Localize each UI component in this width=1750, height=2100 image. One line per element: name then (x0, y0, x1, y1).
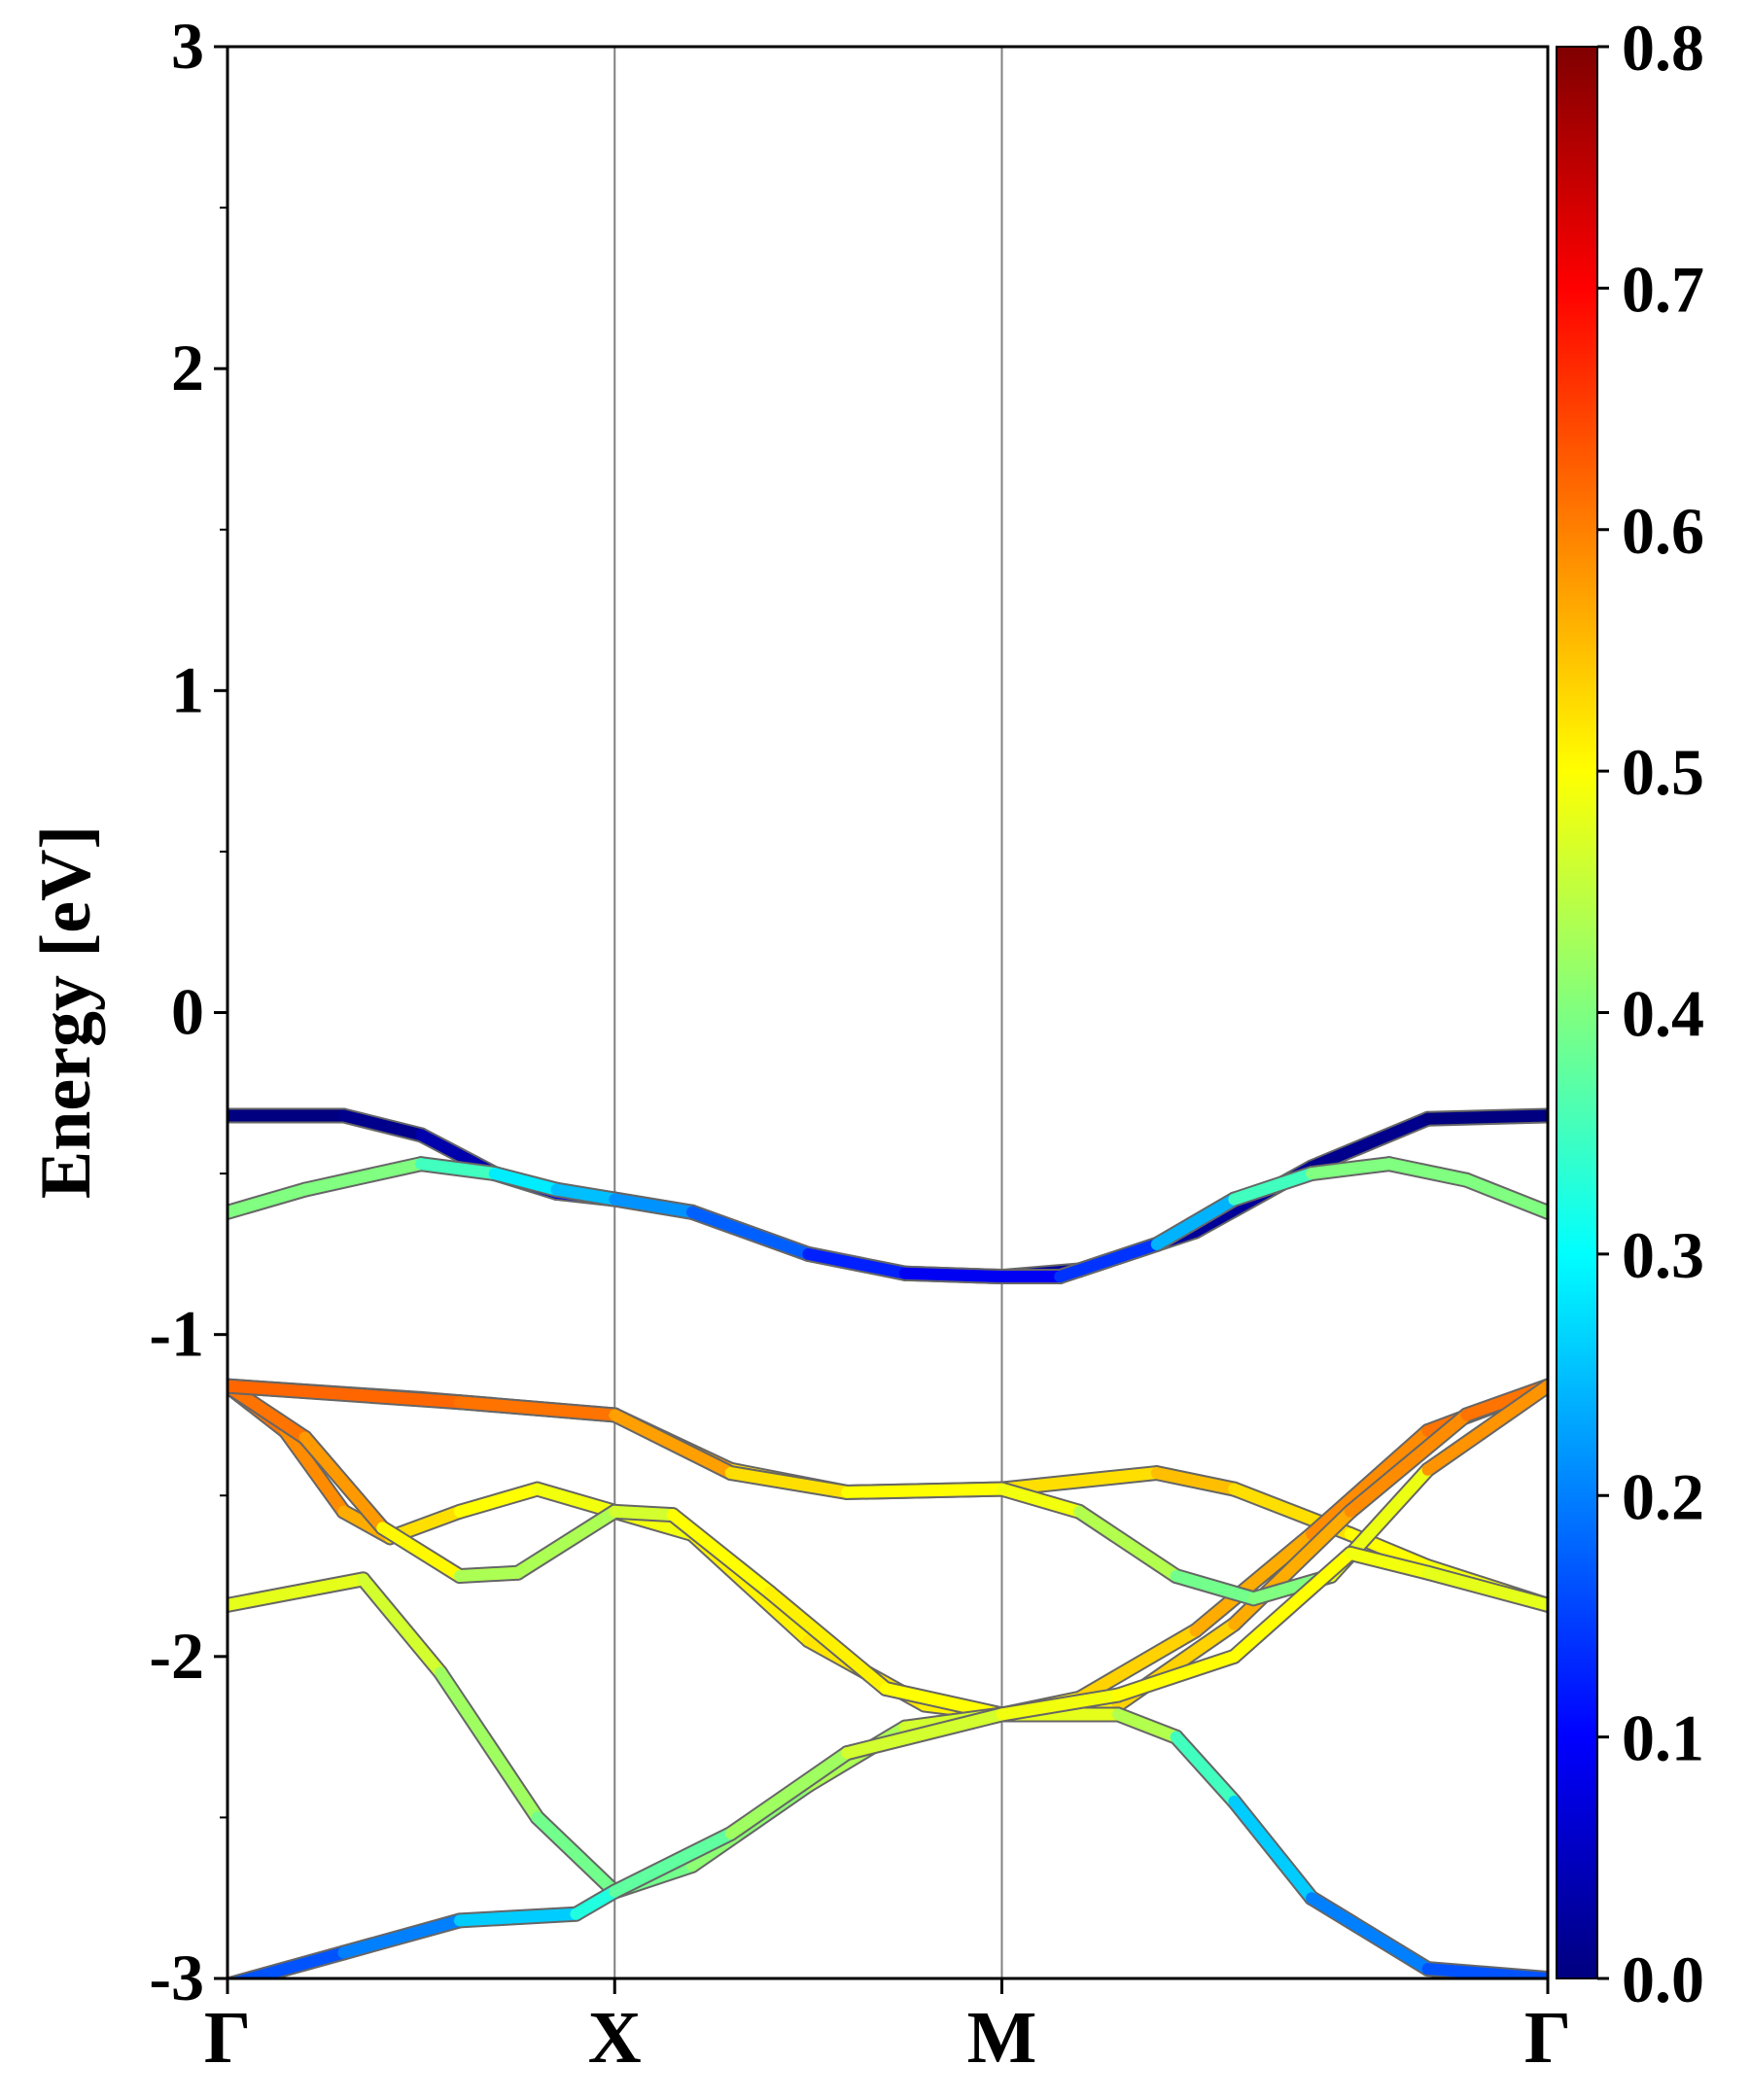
band-1 (228, 1115, 1548, 1277)
y-tick-label: -1 (149, 1297, 204, 1371)
colorbar-tick-label: 0.2 (1622, 1459, 1704, 1533)
colorbar-tick-label: 0.8 (1622, 11, 1704, 85)
band-segment (1389, 1164, 1467, 1180)
band-segment (1001, 1473, 1156, 1489)
y-tick-label: 1 (171, 652, 204, 726)
colorbar-tick-label: 0.0 (1622, 1942, 1704, 2016)
colorbar-tick-label: 0.3 (1622, 1218, 1704, 1292)
band-segment (614, 1834, 730, 1892)
band-segment (847, 1489, 1001, 1492)
band-segment (228, 1953, 343, 1985)
band-segment (1157, 1473, 1235, 1489)
band-segment (363, 1579, 440, 1672)
band-2 (228, 1164, 1548, 1277)
band-segment (343, 1920, 459, 1952)
x-tick-label: M (967, 1997, 1037, 2079)
band-segment (614, 1415, 730, 1473)
band-segment (460, 1914, 576, 1921)
band-segment (614, 1512, 673, 1515)
band-segment (538, 1817, 615, 1891)
band-segment (228, 1579, 363, 1604)
band-segment (673, 1515, 770, 1592)
band-segment (1060, 1244, 1157, 1277)
band-segment (1312, 1898, 1427, 1969)
band-segment (382, 1527, 460, 1576)
band-segment (228, 1386, 460, 1403)
band-segment (460, 1402, 614, 1415)
colorbar-tick-label: 0.4 (1622, 977, 1704, 1051)
band-segment (440, 1672, 538, 1817)
band-segment (518, 1512, 615, 1573)
band-segment (460, 1573, 518, 1576)
band-segment (305, 1164, 421, 1189)
y-tick-label: 0 (171, 975, 204, 1049)
y-tick-label: -3 (149, 1941, 204, 2014)
band-segment (1466, 1180, 1548, 1212)
x-tick-label: X (588, 1997, 642, 2079)
colorbar-tick-label: 0.6 (1622, 494, 1704, 568)
high-symmetry-lines (614, 47, 1001, 1978)
band-segment (692, 1212, 808, 1254)
band-segment (1234, 1802, 1312, 1898)
y-tick-label: 2 (171, 331, 204, 404)
band-7 (228, 1579, 1548, 1978)
band-segment (905, 1274, 1002, 1277)
y-axis-label: Energy [eV] (26, 825, 106, 1199)
band-segment (770, 1592, 886, 1689)
y-tick-label: -2 (149, 1619, 204, 1693)
x-tick-label: Γ (1524, 1997, 1571, 2079)
band-segment (1428, 1115, 1548, 1118)
y-axis-ticks: -3 -2 -1 0 1 2 3 (149, 9, 228, 2014)
colorbar-ticks: 0.0 0.1 0.2 0.3 0.4 0.5 0.6 0.7 0.8 (1597, 11, 1704, 2016)
x-tick-label: Γ (204, 1997, 251, 2079)
band-segment (614, 1200, 692, 1212)
bands-group (228, 1115, 1548, 1984)
colorbar-tick-label: 0.5 (1622, 735, 1704, 809)
y-tick-label: 3 (171, 9, 204, 83)
band-segment (1176, 1737, 1235, 1802)
colorbar (1557, 47, 1597, 1978)
band-segment (1079, 1512, 1176, 1576)
band-segment (495, 1173, 557, 1190)
colorbar-tick-label: 0.1 (1622, 1701, 1704, 1775)
band-segment (731, 1753, 847, 1834)
colorbar-tick-label: 0.7 (1622, 252, 1704, 326)
